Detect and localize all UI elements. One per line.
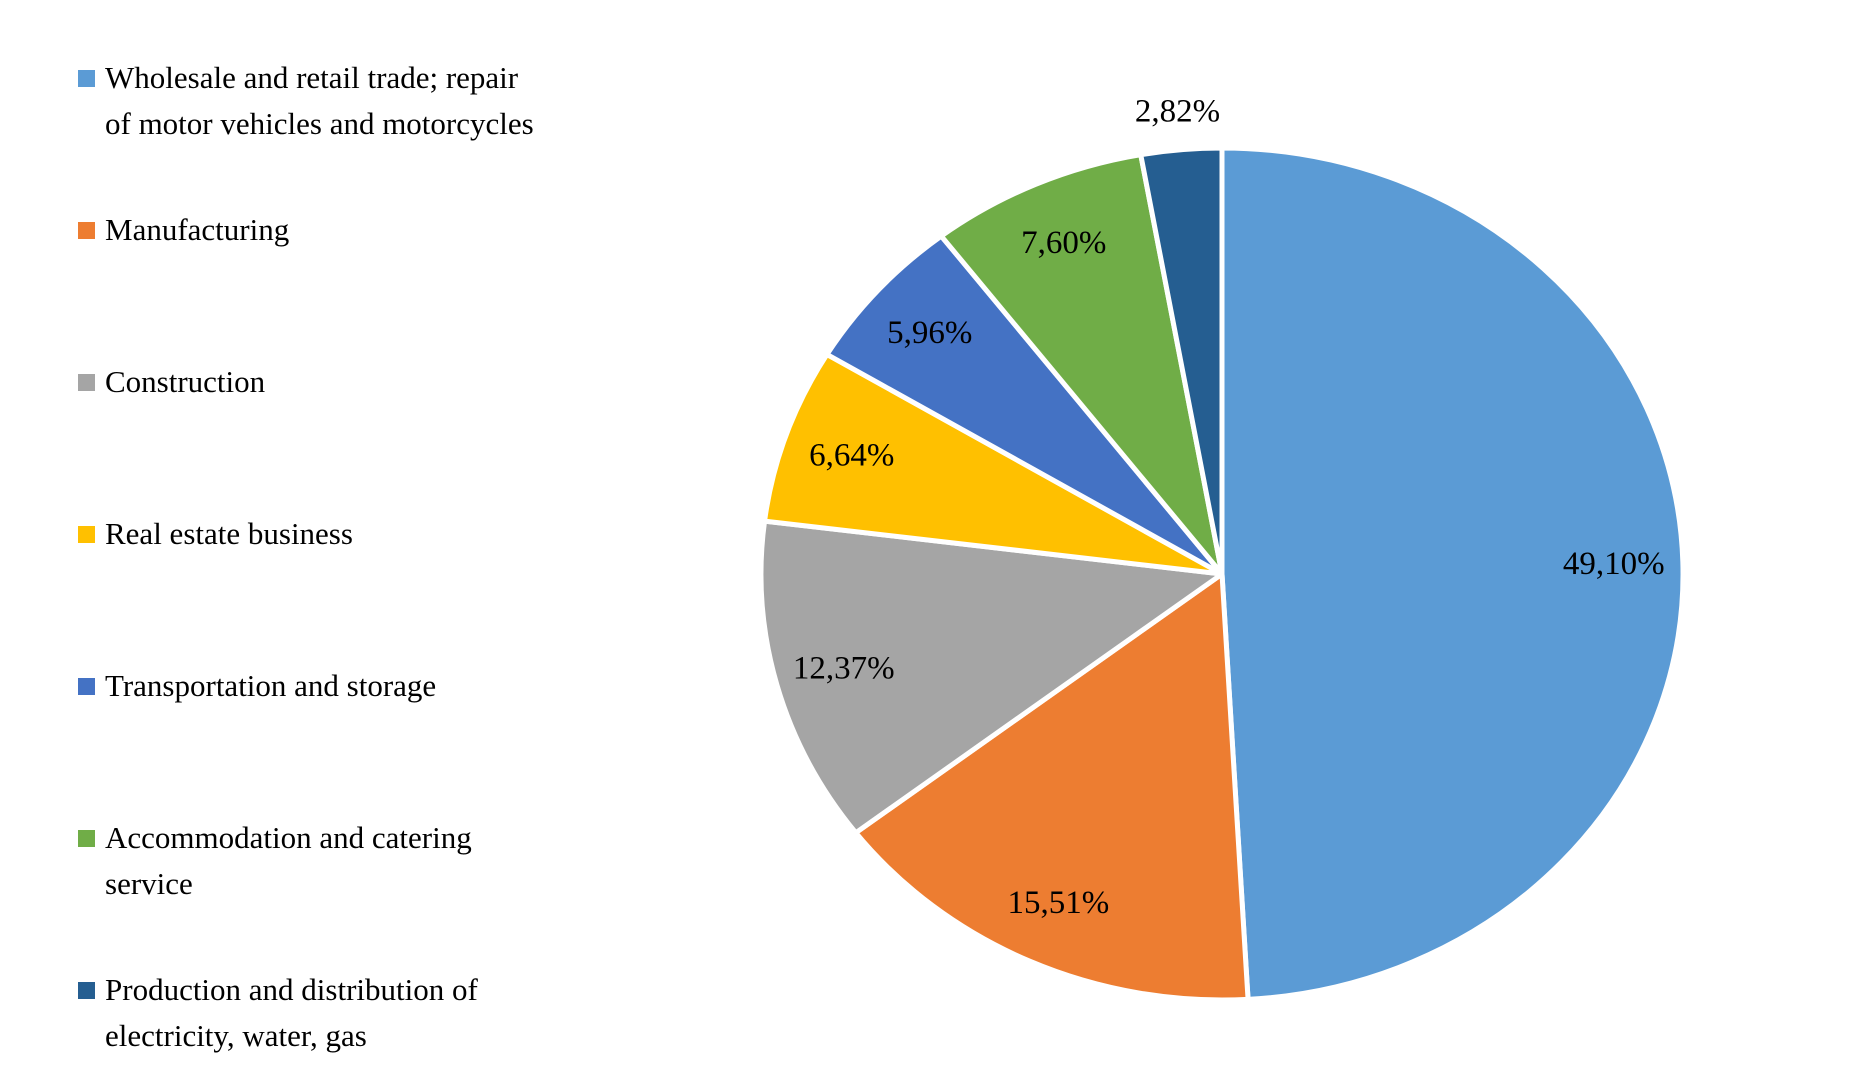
legend-label: Wholesale and retail trade; repair of mo… <box>105 60 534 141</box>
legend-marker-icon <box>78 678 95 695</box>
legend-item-6: Production and distribution of electrici… <box>78 967 545 1059</box>
pie-slice-0 <box>1219 145 1686 1002</box>
pie-slice-value-label-4: 5,96% <box>887 315 972 351</box>
legend-item-0: Wholesale and retail trade; repair of mo… <box>78 55 545 147</box>
pie-slice-6 <box>1138 145 1225 577</box>
pie-slice-2 <box>758 518 1225 836</box>
chart-legend: Wholesale and retail trade; repair of mo… <box>0 0 600 1085</box>
pie-slice-value-label-0: 49,10% <box>1563 546 1665 582</box>
legend-marker-icon <box>78 830 95 847</box>
legend-item-3: Real estate business <box>78 511 353 557</box>
legend-marker-icon <box>78 526 95 543</box>
legend-item-4: Transportation and storage <box>78 663 436 709</box>
legend-label: Production and distribution of electrici… <box>105 972 478 1053</box>
legend-marker-icon <box>78 374 95 391</box>
pie-slice-value-label-3: 6,64% <box>809 438 894 474</box>
pie-slice-5 <box>938 152 1225 577</box>
legend-marker-icon <box>78 982 95 999</box>
pie-slice-3 <box>762 351 1225 577</box>
legend-label: Manufacturing <box>105 212 290 247</box>
legend-label: Real estate business <box>105 516 353 551</box>
pie-slice-1 <box>853 571 1251 1003</box>
pie-slice-value-label-2: 12,37% <box>793 651 895 687</box>
legend-label: Transportation and storage <box>105 668 437 703</box>
pie-slice-value-label-6: 2,82% <box>1135 94 1220 130</box>
pie-slice-value-label-1: 15,51% <box>1008 885 1110 921</box>
legend-item-5: Accommodation and catering service <box>78 815 545 907</box>
legend-label: Construction <box>105 364 266 399</box>
legend-label: Accommodation and catering service <box>105 820 472 901</box>
pie-slice-value-label-5: 7,60% <box>1021 225 1106 261</box>
pie-slice-4 <box>824 233 1225 577</box>
legend-item-2: Construction <box>78 359 265 405</box>
legend-item-1: Manufacturing <box>78 207 289 253</box>
legend-marker-icon <box>78 70 95 87</box>
legend-marker-icon <box>78 222 95 239</box>
